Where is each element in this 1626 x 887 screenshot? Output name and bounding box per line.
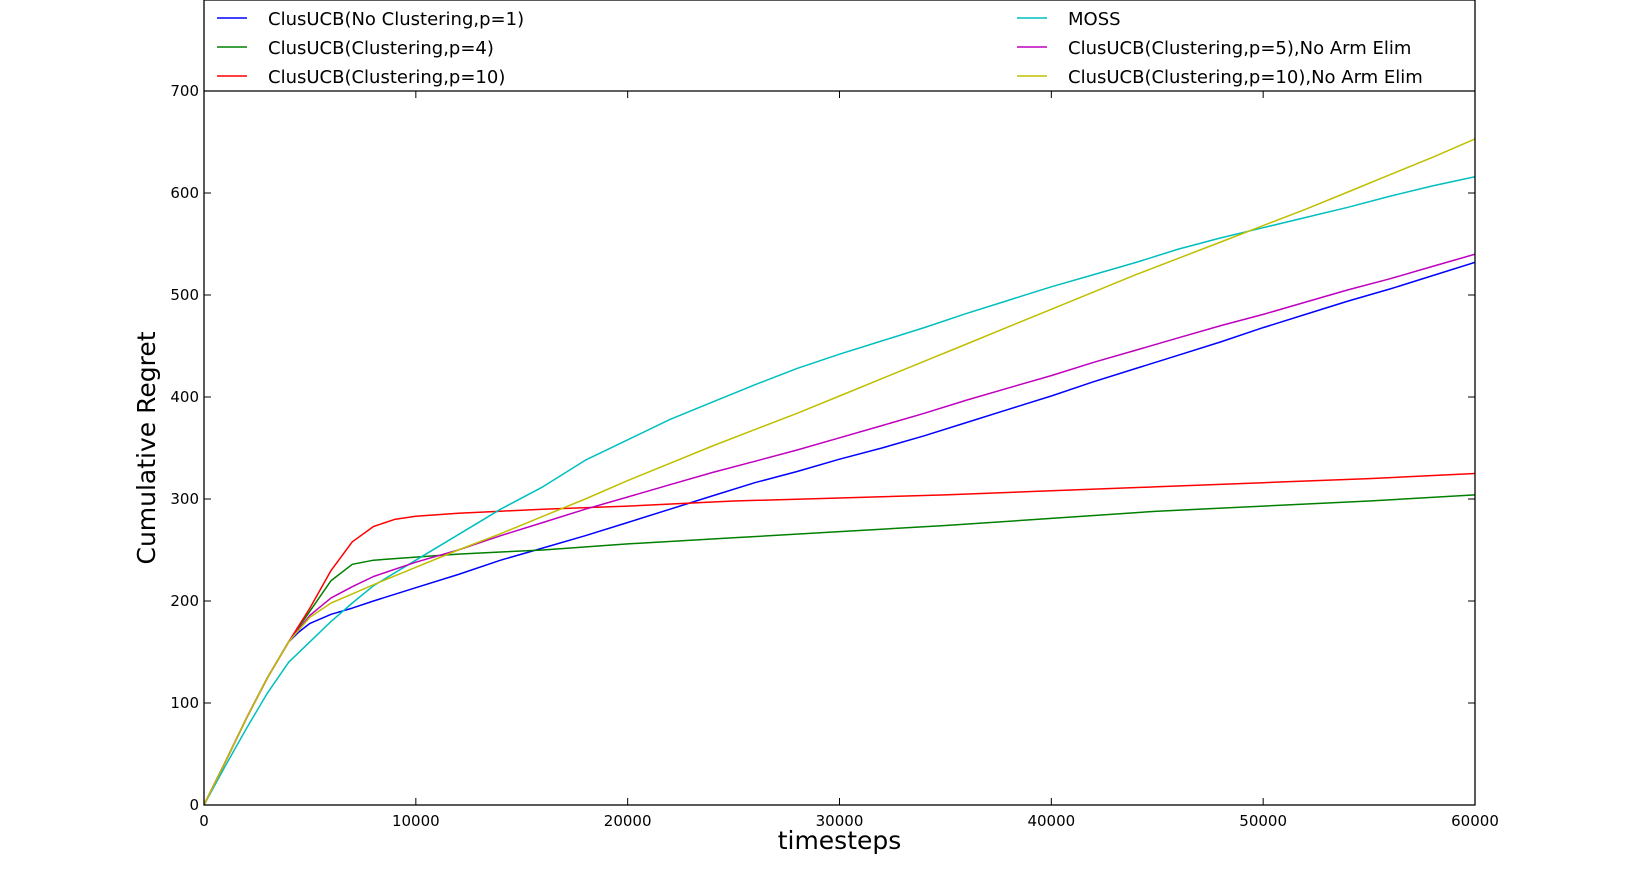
y-tick-label: 500 — [170, 286, 199, 304]
legend-label-0: ClusUCB(No Clustering,p=1) — [268, 9, 524, 30]
y-tick-label: 300 — [170, 490, 199, 508]
plot-frame — [203, 0, 1476, 806]
ticks-layer: 0 10000 20000 30000 40000 50000 60000 0 100 200 30… — [170, 82, 1499, 830]
y-tick-label: 700 — [170, 82, 199, 100]
legend-label-3: MOSS — [1068, 9, 1121, 30]
x-tick-label: 40000 — [1027, 812, 1075, 830]
y-tick-label: 600 — [170, 184, 199, 202]
legend-label-2: ClusUCB(Clustering,p=10) — [268, 67, 505, 88]
y-tick-label: 200 — [170, 592, 199, 610]
series-line-1 — [204, 494, 1475, 805]
x-tick-label: 0 — [199, 812, 209, 830]
series-line-2 — [204, 472, 1475, 805]
x-tick-label: 50000 — [1239, 812, 1287, 830]
series-line-3 — [204, 175, 1475, 805]
series-line-4 — [204, 253, 1475, 805]
series-line-0 — [204, 261, 1475, 805]
x-axis-label: timesteps — [778, 826, 902, 855]
legend-label-4: ClusUCB(Clustering,p=5),No Arm Elim — [1068, 38, 1411, 59]
x-tick-label: 60000 — [1451, 812, 1499, 830]
series-line-5 — [204, 138, 1475, 805]
y-tick-label: 100 — [170, 694, 199, 712]
y-tick-label: 0 — [189, 796, 199, 814]
x-tick-label: 20000 — [604, 812, 652, 830]
x-tick-label: 30000 — [816, 812, 864, 830]
y-axis-label: Cumulative Regret — [132, 331, 161, 564]
legend: ClusUCB(No Clustering,p=1) ClusUCB(Cluste… — [217, 9, 1423, 88]
x-tick-label: 10000 — [392, 812, 440, 830]
legend-label-1: ClusUCB(Clustering,p=4) — [268, 38, 494, 59]
y-tick-label: 400 — [170, 388, 199, 406]
legend-label-5: ClusUCB(Clustering,p=10),No Arm Elim — [1068, 67, 1423, 88]
series-layer — [204, 138, 1475, 805]
